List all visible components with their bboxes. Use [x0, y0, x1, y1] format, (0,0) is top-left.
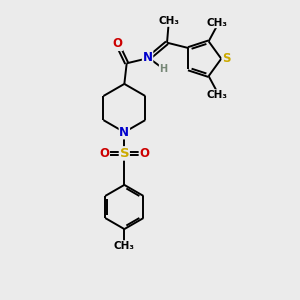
Text: O: O: [99, 147, 109, 160]
Text: S: S: [119, 147, 129, 160]
Text: N: N: [119, 126, 129, 139]
Text: O: O: [140, 147, 149, 160]
Text: H: H: [159, 64, 168, 74]
Text: CH₃: CH₃: [206, 17, 227, 28]
Text: CH₃: CH₃: [158, 16, 179, 26]
Text: CH₃: CH₃: [114, 241, 135, 251]
Text: CH₃: CH₃: [206, 90, 227, 100]
Text: N: N: [142, 51, 153, 64]
Text: S: S: [222, 52, 231, 65]
Text: O: O: [112, 38, 122, 50]
